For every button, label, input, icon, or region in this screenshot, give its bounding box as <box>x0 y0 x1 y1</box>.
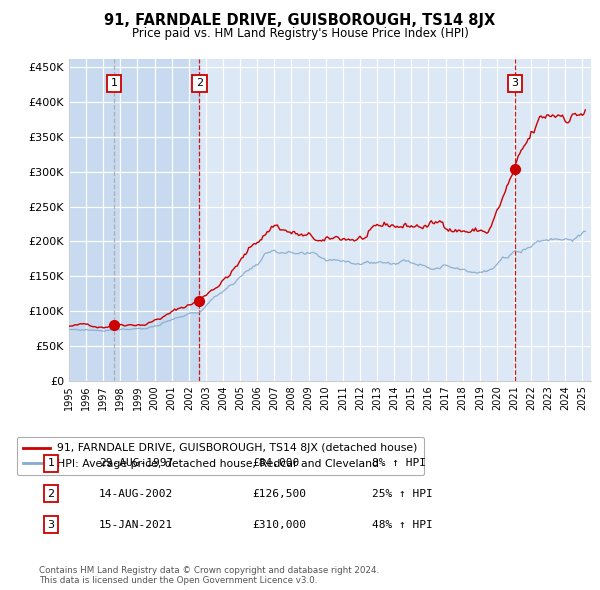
Text: £126,500: £126,500 <box>252 489 306 499</box>
Text: 3: 3 <box>511 78 518 88</box>
Text: 2: 2 <box>196 78 203 88</box>
Text: 14-AUG-2002: 14-AUG-2002 <box>99 489 173 499</box>
Text: 1: 1 <box>111 78 118 88</box>
Text: 15-JAN-2021: 15-JAN-2021 <box>99 520 173 529</box>
Bar <box>69 59 199 381</box>
Text: £84,000: £84,000 <box>252 458 299 468</box>
Text: 91, FARNDALE DRIVE, GUISBOROUGH, TS14 8JX: 91, FARNDALE DRIVE, GUISBOROUGH, TS14 8J… <box>104 13 496 28</box>
Text: 25% ↑ HPI: 25% ↑ HPI <box>372 489 433 499</box>
Text: 29-AUG-1997: 29-AUG-1997 <box>99 458 173 468</box>
Text: 8% ↑ HPI: 8% ↑ HPI <box>372 458 426 468</box>
Text: Contains HM Land Registry data © Crown copyright and database right 2024.
This d: Contains HM Land Registry data © Crown c… <box>39 566 379 585</box>
Text: Price paid vs. HM Land Registry's House Price Index (HPI): Price paid vs. HM Land Registry's House … <box>131 27 469 40</box>
Legend: 91, FARNDALE DRIVE, GUISBOROUGH, TS14 8JX (detached house), HPI: Average price, : 91, FARNDALE DRIVE, GUISBOROUGH, TS14 8J… <box>17 437 424 475</box>
Text: 48% ↑ HPI: 48% ↑ HPI <box>372 520 433 529</box>
Text: 1: 1 <box>47 458 55 468</box>
Text: 3: 3 <box>47 520 55 529</box>
Text: £310,000: £310,000 <box>252 520 306 529</box>
Text: 2: 2 <box>47 489 55 499</box>
